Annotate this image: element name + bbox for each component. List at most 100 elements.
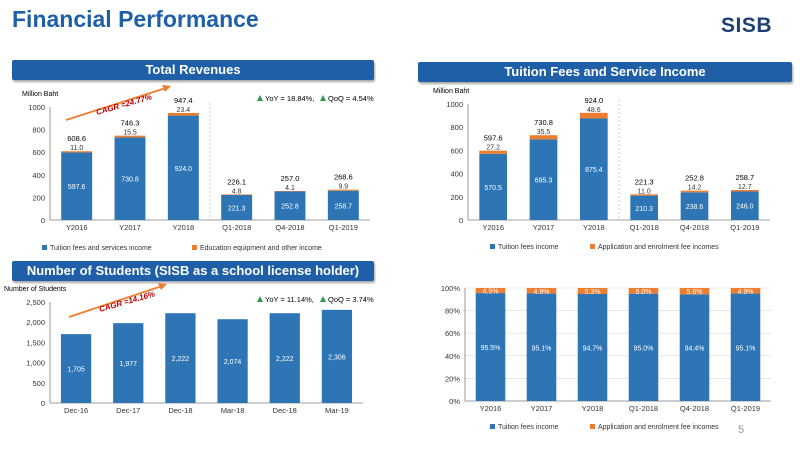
x-tick-label: Q1-2018 [629, 404, 658, 413]
bar-secondary-value-label: 14.2 [688, 185, 702, 192]
cagr-arrow-line [65, 87, 167, 121]
y-tick-label: 500 [32, 379, 45, 388]
y-tick-label: 40% [445, 352, 460, 361]
bar-secondary [479, 150, 508, 154]
x-tick-label: Dec-17 [116, 406, 140, 415]
tuition-mix-chart: 0% 20% 40% 60% 80% 100% 95.5% 4.5% Y2016 95.1% 4.9… [441, 284, 771, 431]
bar-main [113, 323, 144, 403]
x-tick-label: Y2018 [172, 223, 194, 232]
bar-value-label: 1,977 [119, 361, 137, 368]
students-banner: Number of Students (SISB as a school lic… [12, 261, 374, 281]
bar-secondary-value-label: 4.8 [232, 188, 242, 195]
y-tick-label: 0 [459, 216, 463, 225]
bar-secondary-value-label: 4.9% [738, 289, 754, 296]
bar-secondary [274, 190, 306, 192]
x-tick-label: Q4-2018 [680, 404, 709, 413]
y-tick-label: 1,500 [26, 338, 45, 347]
students-chart: Number of Students 0 500 1,000 1,500 2,000 2,5… [4, 283, 374, 415]
y-tick-label: 100% [441, 284, 461, 293]
up-triangle-icon [257, 95, 263, 101]
y-tick-label: 200 [32, 193, 45, 202]
bar-total-label: 226.1 [227, 177, 246, 186]
bar-secondary [730, 189, 759, 192]
bar-secondary [475, 288, 506, 294]
bar-total-label: 257.0 [281, 174, 300, 183]
y-axis-label: Number of Students [4, 286, 67, 293]
bar-total-label: 258.7 [735, 173, 754, 182]
bar-value-label: 2,222 [172, 356, 190, 363]
y-axis-label: Million Baht [433, 88, 469, 95]
y-tick-label: 0 [41, 399, 45, 408]
bar-main [269, 313, 300, 403]
bar-value-label: 95.5% [481, 345, 501, 352]
tuition-fees-chart: Million Baht 0 200 400 600 800 1000 570.5 27.2 59… [433, 88, 770, 251]
bar-value-label: 246.0 [736, 204, 754, 211]
x-tick-label: Dec-18 [168, 406, 192, 415]
bar-main [167, 115, 199, 220]
bar-main [165, 313, 196, 403]
up-triangle-icon [320, 95, 326, 101]
y-tick-label: 200 [450, 193, 463, 202]
y-tick-label: 1,000 [26, 359, 45, 368]
legend-swatch [42, 245, 47, 250]
y-tick-label: 600 [450, 146, 463, 155]
x-tick-label: Dec-18 [273, 406, 297, 415]
tuition-fees-banner: Tuition Fees and Service Income [418, 62, 792, 82]
bar-value-label: 2,074 [224, 359, 242, 366]
bar-value-label: 924.0 [175, 166, 193, 173]
x-tick-label: Y2017 [531, 404, 553, 413]
x-tick-label: Y2017 [119, 223, 141, 232]
bar-value-label: 570.5 [484, 185, 502, 192]
bar-secondary [221, 194, 253, 195]
bar-main [679, 294, 710, 401]
bar-main [114, 137, 146, 220]
up-triangle-icon [257, 296, 263, 302]
x-tick-label: Dec-16 [64, 406, 88, 415]
bar-main [60, 334, 92, 403]
bar-secondary-value-label: 4.5% [483, 289, 499, 296]
x-tick-label: Q1-2019 [731, 404, 760, 413]
bar-total-label: 221.3 [635, 177, 654, 186]
bar-secondary [680, 190, 709, 193]
bar-total-label: 947.4 [174, 96, 193, 105]
page-number: 5 [738, 424, 745, 436]
bar-secondary [628, 288, 659, 294]
bar-value-label: 258.7 [335, 203, 353, 210]
y-tick-label: 400 [450, 170, 463, 179]
total-revenues-banner: Total Revenues [12, 60, 374, 80]
bar-main [628, 293, 659, 401]
bar-main [327, 190, 359, 220]
y-tick-label: 600 [32, 148, 45, 157]
bar-secondary [114, 135, 146, 138]
bar-main [274, 191, 306, 220]
cagr-arrow-head [158, 283, 167, 290]
bar-total-label: 252.8 [685, 174, 704, 183]
x-tick-label: Q1-2019 [730, 223, 759, 232]
bar-main [529, 139, 558, 220]
bar-main [630, 195, 659, 220]
bar-secondary-value-label: 15.5 [123, 130, 137, 137]
bar-total-label: 924.0 [584, 96, 603, 105]
bar-secondary-value-label: 11.0 [70, 145, 83, 152]
y-tick-label: 0 [41, 216, 45, 225]
bar-value-label: 597.6 [68, 184, 86, 191]
bar-secondary [630, 194, 659, 196]
bar-main [730, 293, 761, 401]
bar-secondary-value-label: 27.2 [486, 145, 500, 152]
bar-value-label: 95.0% [634, 345, 654, 352]
qoq-growth-label: QoQ = 4.54% [328, 94, 374, 103]
bar-secondary-value-label: 11.0 [638, 188, 651, 195]
bar-value-label: 1,705 [67, 367, 85, 374]
bar-secondary [529, 135, 558, 140]
y-tick-label: 80% [445, 307, 460, 316]
x-tick-label: Mar-18 [221, 406, 245, 415]
y-tick-label: 800 [450, 123, 463, 132]
cagr-label: CAGR =24.77% [95, 92, 153, 117]
bar-secondary-value-label: 5.0% [636, 289, 652, 296]
bar-total-label: 746.3 [121, 119, 140, 128]
x-tick-label: Y2018 [582, 404, 604, 413]
y-tick-label: 0% [449, 397, 460, 406]
bar-main [217, 319, 248, 403]
bar-secondary [679, 288, 710, 295]
x-tick-label: Y2016 [66, 223, 88, 232]
